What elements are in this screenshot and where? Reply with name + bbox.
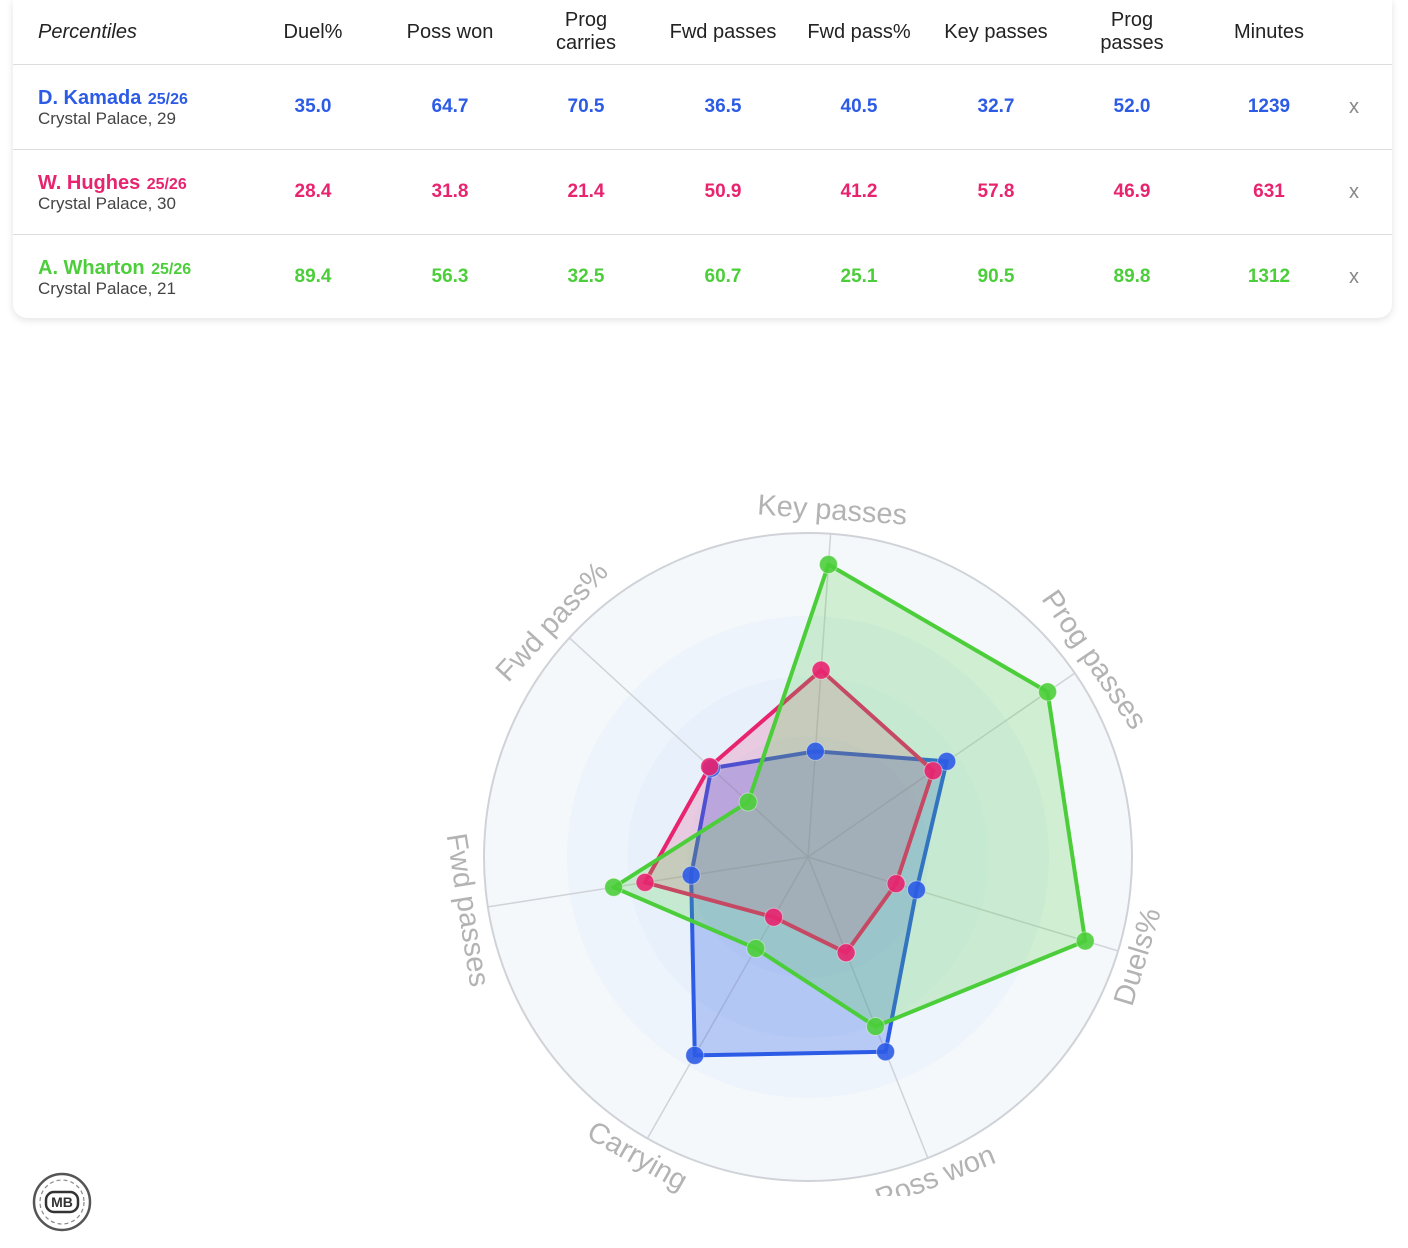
column-header-poss-won[interactable]: Poss won — [406, 20, 494, 43]
radar-point — [818, 554, 838, 574]
column-header-fwd-passes[interactable]: Fwd passes — [669, 20, 777, 43]
table-cell: 89.8 — [1113, 266, 1151, 287]
player-row-hughes: W. Hughes 25/26 Crystal Palace, 30 28.4 … — [13, 150, 1392, 235]
table-cell: 36.5 — [704, 96, 742, 117]
radar-axis-label: Key passes — [756, 489, 908, 531]
radar-spoke — [568, 637, 809, 858]
table-cell: 56.3 — [431, 266, 469, 287]
radar-point — [811, 660, 831, 680]
mb-logo: MB — [32, 1172, 92, 1232]
player-season: 25/26 — [151, 261, 192, 278]
radar-point — [1038, 682, 1058, 702]
radar-point — [886, 874, 906, 894]
table-cell: 631 — [1253, 181, 1285, 202]
comparison-table: Percentiles Duel% Poss won Prog carries … — [13, 0, 1392, 318]
column-header-prog-passes[interactable]: Prog passes — [1100, 9, 1164, 54]
table-cell: 31.8 — [431, 181, 469, 202]
table-cell: 57.8 — [977, 181, 1015, 202]
table-cell: 90.5 — [977, 266, 1015, 287]
radar-point — [937, 751, 957, 771]
table-cell: 60.7 — [704, 266, 742, 287]
radar-spoke — [807, 533, 832, 858]
percentiles-header: Percentiles — [38, 20, 137, 43]
table-cell: 89.4 — [294, 266, 332, 287]
table-cell: 25.1 — [840, 266, 878, 287]
player-season: 25/26 — [146, 176, 187, 193]
table-cell: 21.4 — [567, 181, 605, 202]
player-info: D. Kamada 25/26 Crystal Palace, 29 — [38, 87, 188, 128]
column-header-duel-pct[interactable]: Duel% — [283, 20, 343, 43]
radar-spoke — [807, 856, 929, 1159]
radar-point — [764, 907, 784, 927]
remove-player-button[interactable]: x — [1349, 95, 1359, 118]
player-name[interactable]: W. Hughes — [38, 172, 141, 194]
radar-point — [865, 1016, 885, 1036]
table-cell: 46.9 — [1113, 181, 1151, 202]
table-cell: 1312 — [1247, 266, 1291, 287]
radar-point — [836, 943, 856, 963]
table-cell: 50.9 — [704, 181, 742, 202]
radar-point — [746, 938, 766, 958]
table-cell: 35.0 — [294, 96, 332, 117]
radar-point — [685, 1045, 705, 1065]
radar-series-area — [689, 749, 949, 1058]
player-row-kamada: D. Kamada 25/26 Crystal Palace, 29 35.0 … — [13, 65, 1392, 150]
remove-player-button[interactable]: x — [1349, 180, 1359, 203]
svg-text:MB: MB — [51, 1194, 73, 1210]
radar-point — [681, 865, 701, 885]
table-cell: 40.5 — [840, 96, 878, 117]
player-info: A. Wharton 25/26 Crystal Palace, 21 — [38, 257, 191, 298]
radar-point — [876, 1042, 896, 1062]
player-club-age: Crystal Palace, 21 — [38, 279, 176, 298]
player-club-age: Crystal Palace, 30 — [38, 194, 176, 213]
column-header-prog-carries[interactable]: Prog carries — [555, 9, 616, 54]
column-header-key-passes[interactable]: Key passes — [944, 20, 1048, 43]
column-header-minutes[interactable]: Minutes — [1233, 20, 1305, 43]
radar-series-area — [611, 562, 1088, 1029]
radar-spoke — [807, 856, 1119, 952]
radar-point — [805, 741, 825, 761]
player-row-wharton: A. Wharton 25/26 Crystal Palace, 21 89.4… — [13, 235, 1392, 318]
table-cell: 32.7 — [977, 96, 1015, 117]
radar-spoke — [646, 856, 809, 1139]
player-name[interactable]: D. Kamada — [38, 87, 142, 109]
table-cell: 28.4 — [294, 181, 332, 202]
table-cell: 70.5 — [567, 96, 605, 117]
player-name[interactable]: A. Wharton — [38, 257, 145, 279]
table-header: Percentiles Duel% Poss won Prog carries … — [13, 0, 1392, 65]
column-header-fwd-pass-pct[interactable]: Fwd pass% — [807, 20, 911, 43]
radar-point — [738, 792, 758, 812]
table-cell: 1239 — [1247, 96, 1291, 117]
table-cell: 52.0 — [1113, 96, 1151, 117]
radar-point — [604, 877, 624, 897]
radar-point — [907, 880, 927, 900]
player-club-age: Crystal Palace, 29 — [38, 109, 176, 128]
player-season: 25/26 — [147, 91, 188, 108]
radar-series-area — [643, 668, 936, 955]
remove-player-button[interactable]: x — [1349, 265, 1359, 288]
player-info: W. Hughes 25/26 Crystal Palace, 30 — [38, 172, 187, 213]
radar-point — [1075, 931, 1095, 951]
radar-point — [923, 761, 943, 781]
radar-point — [700, 757, 720, 777]
table-cell: 32.5 — [567, 266, 605, 287]
radar-point — [635, 872, 655, 892]
table-cell: 64.7 — [431, 96, 469, 117]
table-cell: 41.2 — [840, 181, 878, 202]
radar-series — [604, 554, 1095, 1065]
